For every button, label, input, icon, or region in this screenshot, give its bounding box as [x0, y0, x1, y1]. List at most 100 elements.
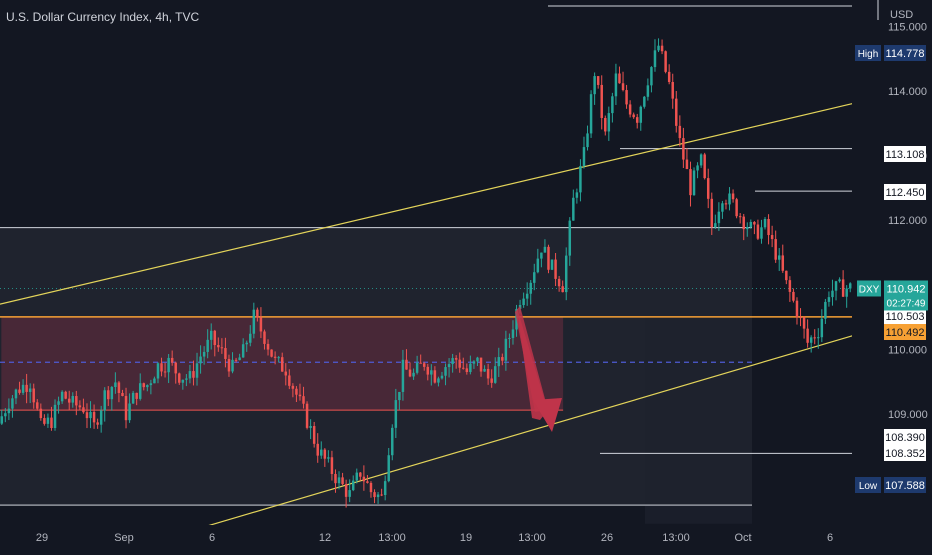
candle-body — [575, 192, 579, 198]
candle-body — [547, 246, 550, 270]
candle — [600, 75, 603, 130]
candle — [64, 390, 67, 400]
price-axis-background — [852, 0, 932, 550]
candle-body — [653, 50, 657, 68]
candle — [497, 347, 501, 377]
candle — [568, 217, 572, 266]
candle — [621, 71, 625, 92]
candle-body — [696, 165, 699, 171]
candle — [334, 469, 337, 493]
candle-body — [667, 71, 671, 83]
arrow-shaft — [515, 306, 548, 412]
candle-body — [270, 349, 273, 357]
candle-body — [440, 375, 444, 379]
candle — [469, 355, 472, 375]
candle — [163, 362, 167, 378]
candle-body — [28, 388, 32, 392]
candle — [359, 472, 362, 481]
candle-body — [14, 389, 18, 399]
candle-body — [0, 416, 4, 424]
candle — [295, 386, 298, 403]
candle-body — [50, 417, 53, 429]
candle — [717, 202, 721, 231]
candle-body — [263, 331, 266, 344]
candle — [511, 320, 515, 345]
candle-body — [96, 422, 99, 425]
candle — [103, 387, 106, 422]
candle-body — [728, 193, 731, 205]
candle-body — [256, 309, 259, 318]
candle — [646, 78, 650, 101]
candle — [490, 369, 493, 388]
price-label: Low 107.588 — [855, 477, 926, 493]
candle — [525, 282, 529, 306]
candle — [117, 380, 121, 403]
candle — [7, 398, 11, 421]
candle-body — [621, 83, 625, 91]
candle-body — [749, 221, 753, 228]
candle-body — [110, 387, 114, 400]
candle — [348, 479, 351, 503]
candle — [735, 197, 738, 219]
candle-body — [777, 255, 781, 260]
candle — [575, 188, 579, 204]
candle-body — [43, 418, 46, 424]
price-label-tag-bg — [855, 477, 881, 493]
candle — [841, 270, 845, 298]
candle — [227, 354, 231, 377]
candle — [799, 308, 802, 327]
candle — [153, 376, 156, 384]
candle-body — [827, 297, 831, 302]
candle — [312, 421, 316, 448]
x-tick-label: 19 — [460, 532, 472, 544]
time-axis[interactable]: 29 Sep 6 12 13:00 19 13:00 26 13:00 Oct 6 — [0, 525, 932, 550]
candle-body — [493, 366, 497, 383]
candle-body — [387, 455, 390, 482]
candle-body — [344, 484, 348, 497]
candle — [50, 406, 53, 431]
candle — [32, 383, 35, 409]
candle-body — [99, 410, 103, 425]
candle-body — [785, 270, 788, 281]
candle — [57, 396, 60, 414]
candle — [398, 391, 401, 410]
candle — [724, 199, 728, 210]
candle — [540, 252, 543, 268]
candle — [128, 393, 131, 423]
candle — [550, 259, 554, 271]
candle — [692, 167, 696, 196]
candle-body — [359, 472, 362, 477]
candle-body — [533, 272, 536, 283]
candle-body — [422, 363, 426, 367]
candle — [351, 475, 355, 492]
candle — [618, 66, 621, 84]
candle — [330, 450, 334, 481]
candle — [699, 153, 703, 168]
candle — [327, 450, 330, 463]
candle-body — [671, 82, 674, 99]
candle — [774, 230, 777, 263]
candle-body — [4, 413, 7, 417]
candle — [447, 358, 451, 378]
candle — [156, 362, 160, 384]
candle-body — [600, 84, 603, 118]
candle-body — [234, 359, 238, 361]
candle-body — [174, 362, 177, 374]
candle — [408, 362, 412, 378]
price-axis[interactable]: 115.000114.000113.000112.000110.000109.0… — [852, 0, 932, 550]
candle-body — [714, 223, 717, 228]
candle-body — [557, 278, 561, 287]
candle-body — [408, 369, 412, 377]
y-tick-label: 110.000 — [888, 344, 927, 356]
candle — [440, 371, 444, 380]
candle-body — [848, 283, 852, 289]
candle-body — [412, 372, 415, 377]
candle-body — [305, 403, 309, 428]
candle — [291, 383, 295, 398]
candle-body — [259, 317, 263, 332]
candle — [270, 349, 273, 358]
candle-body — [639, 106, 643, 123]
candle-body — [706, 178, 710, 199]
